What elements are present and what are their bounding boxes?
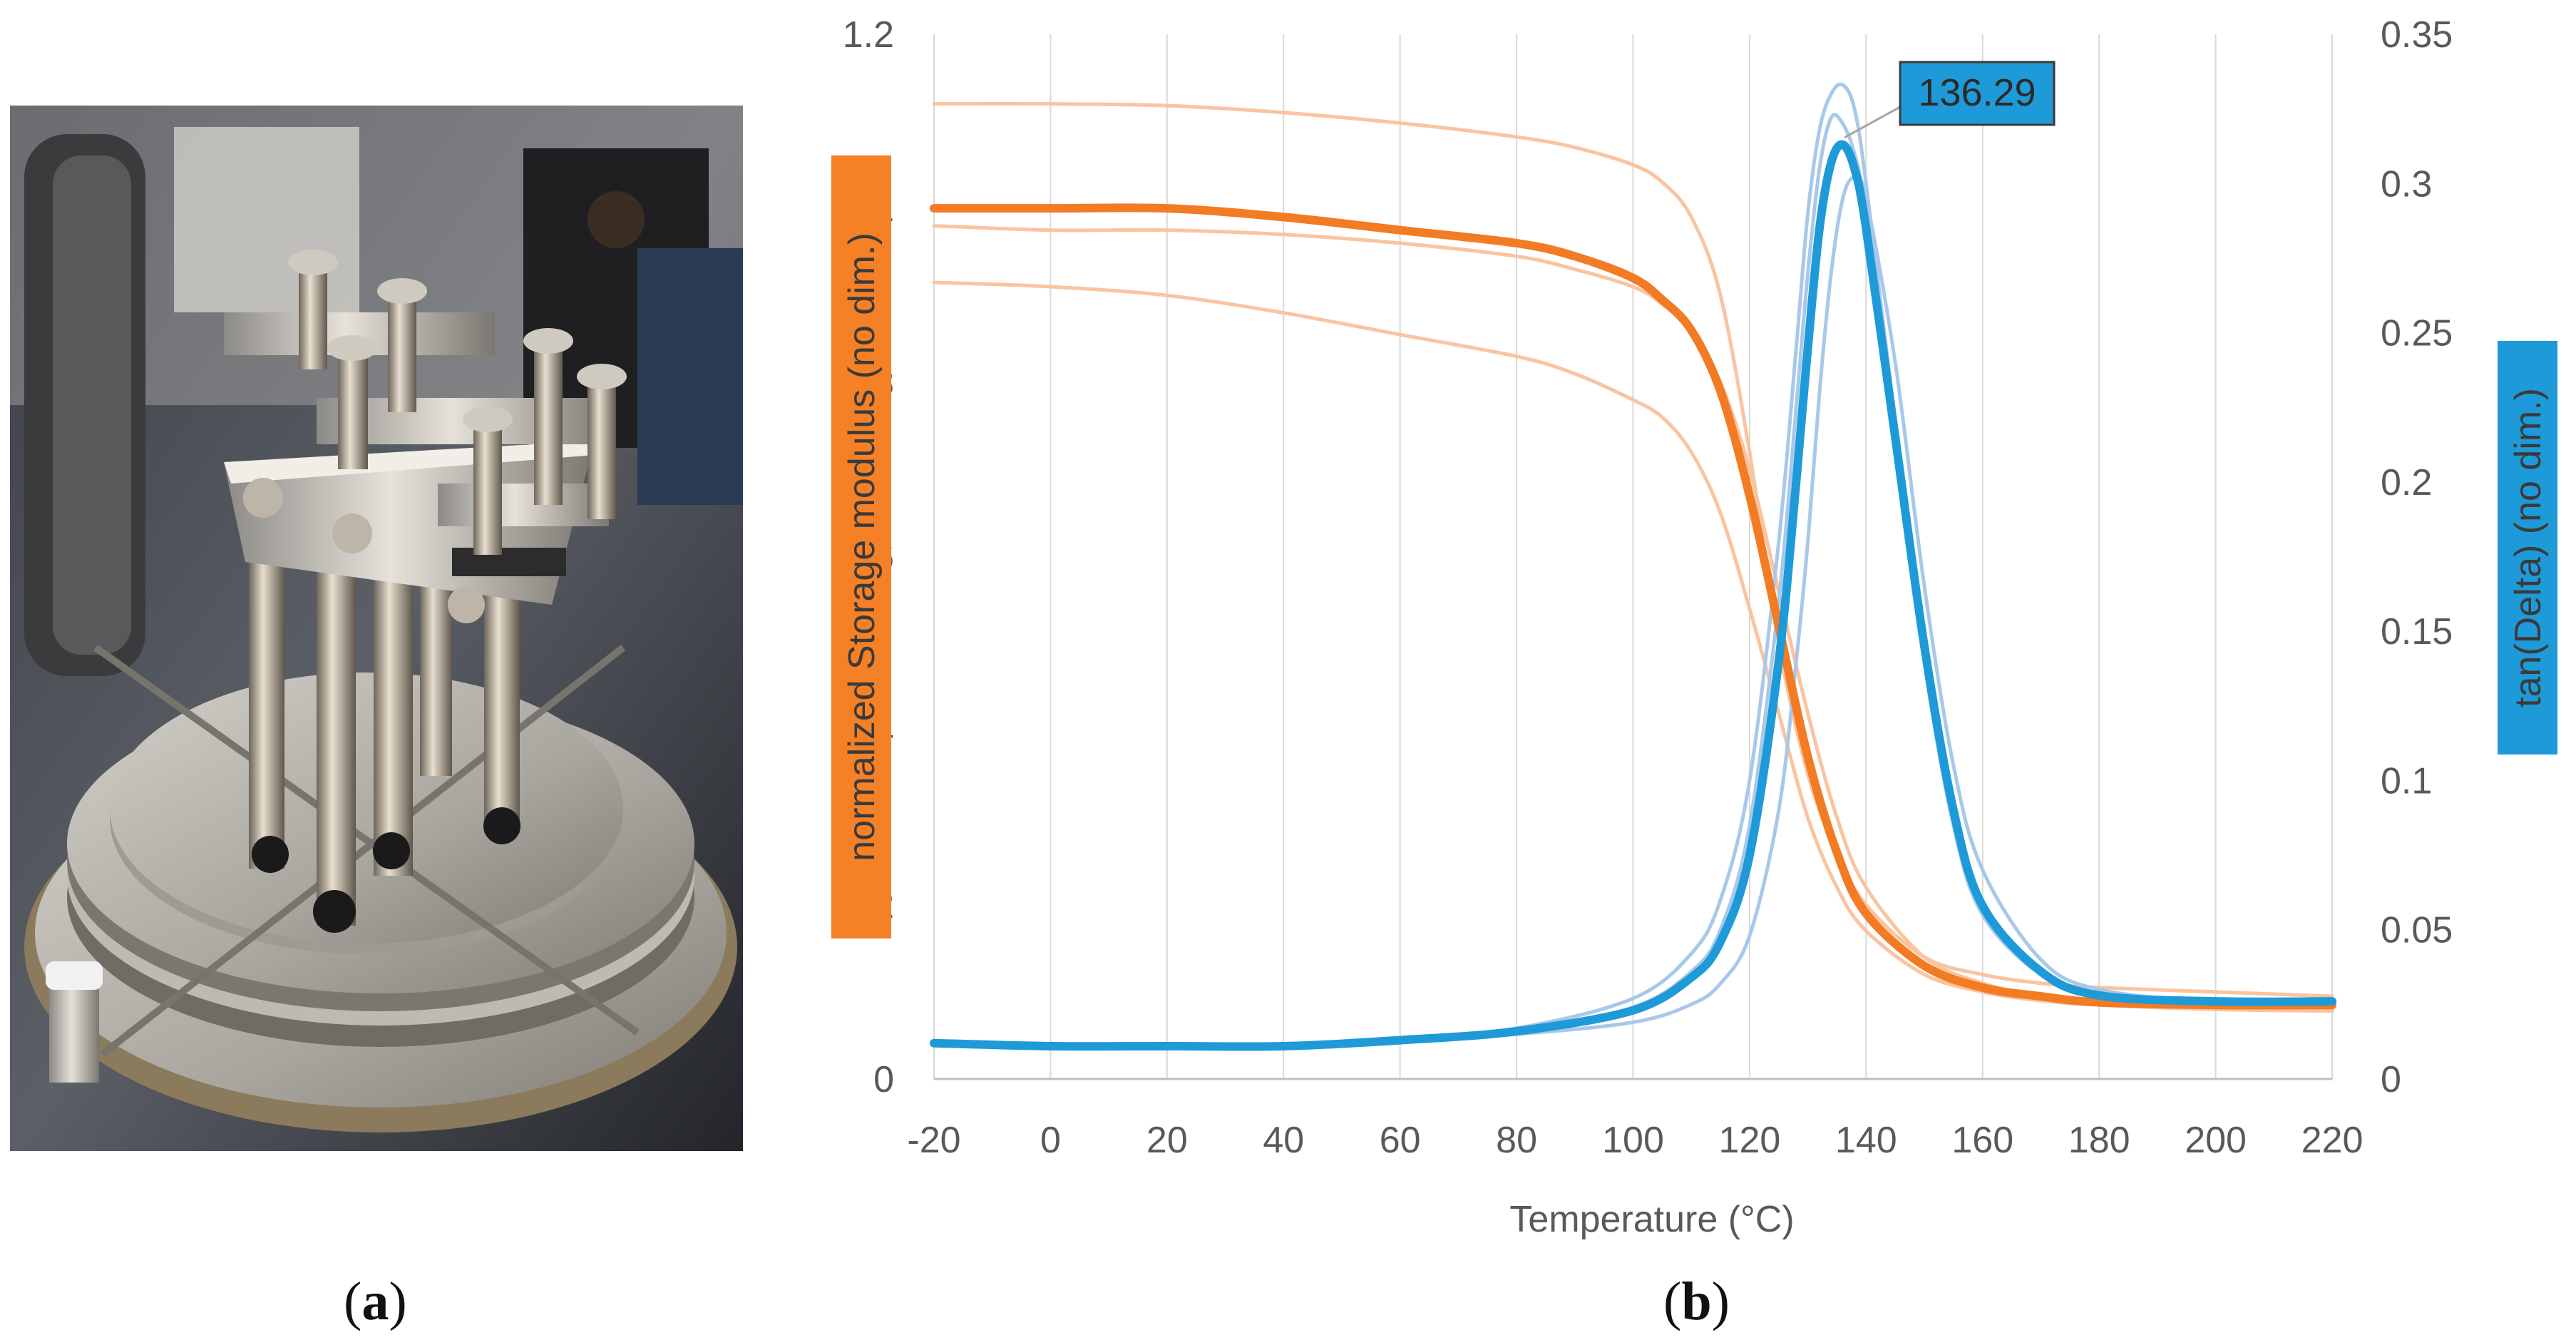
y-right-tick-label: 0.25: [2381, 313, 2453, 354]
y-right-tick-label: 0.3: [2381, 163, 2432, 205]
annotation-box: [1899, 61, 2056, 126]
y-right-tick-label: 0.2: [2381, 462, 2432, 503]
panel-a-letter: a: [361, 1272, 389, 1331]
x-tick-label: -20: [907, 1120, 960, 1161]
x-tick-label: 100: [1602, 1120, 1664, 1161]
y-left-tick-label: 0: [873, 1059, 894, 1100]
storage-modulus-line-mean: [930, 203, 2336, 1010]
storage-modulus-line-sample: [932, 101, 2334, 998]
x-tick-label: 160: [1951, 1120, 2013, 1161]
y-right-tick-label: 0.1: [2381, 760, 2432, 802]
annotation-leader-line: [1844, 106, 1901, 139]
x-tick-label: 60: [1380, 1120, 1421, 1161]
tick-labels: -2002040608010012014016018020022000.20.4…: [843, 14, 2453, 1161]
x-tick-label: 220: [2302, 1120, 2364, 1161]
panel-b-letter: b: [1681, 1272, 1712, 1331]
storage-modulus-line-sample: [932, 280, 2334, 1013]
y-right-tick-label: 0: [2381, 1059, 2401, 1100]
instrument-photo-drawing: [10, 106, 743, 1151]
y-left-tick-label: 1.2: [843, 14, 894, 56]
y-right-tick-label: 0.05: [2381, 910, 2453, 951]
vertical-gridlines: [933, 34, 2333, 1079]
y-right-tick-label: 0.35: [2381, 14, 2453, 56]
left-axis-label-box: [831, 155, 891, 938]
y-right-axis-title: tan(Delta) (no dim.): [2508, 388, 2549, 707]
x-tick-label: 120: [1719, 1120, 1781, 1161]
x-tick-label: 40: [1263, 1120, 1304, 1161]
x-tick-label: 20: [1146, 1120, 1188, 1161]
right-axis-label-box: [2498, 341, 2557, 755]
x-tick-label: 0: [1040, 1120, 1061, 1161]
x-tick-label: 180: [2068, 1120, 2130, 1161]
tan-delta-line-mean: [930, 140, 2336, 1051]
x-tick-label: 140: [1835, 1120, 1897, 1161]
x-tick-label: 80: [1496, 1120, 1537, 1161]
y-left-axis-title: normalized Storage modulus (no dim.): [841, 232, 883, 861]
x-tick-label: 200: [2185, 1120, 2247, 1161]
panel-b-caption: (b): [1663, 1272, 1730, 1331]
annotation-label: 136.29: [1918, 71, 2036, 114]
y-right-tick-label: 0.15: [2381, 611, 2453, 653]
panel-a-caption: (a): [344, 1272, 407, 1331]
x-axis-title: Temperature (°C): [1509, 1199, 1794, 1240]
series-lines: [930, 82, 2336, 1051]
instrument-photo: [10, 106, 743, 1151]
